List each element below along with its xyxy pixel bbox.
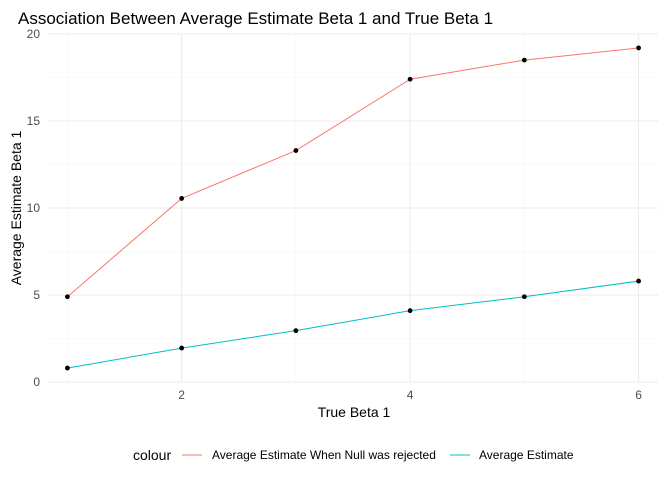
data-point-series-2 <box>407 308 413 314</box>
x-tick-label: 6 <box>635 388 642 402</box>
data-point-series-1 <box>636 45 641 51</box>
legend-title: colour <box>133 447 171 463</box>
x-axis-title: True Beta 1 <box>318 404 391 420</box>
data-point-series-2 <box>179 345 185 351</box>
series-lines <box>67 47 639 369</box>
x-tick-label: 2 <box>178 388 185 402</box>
y-axis-ticks: 0 5 10 15 20 <box>27 27 41 389</box>
grid <box>48 33 658 383</box>
series-line-1 <box>67 47 639 298</box>
legend-items: Average Estimate When Null was rejected A… <box>182 448 574 462</box>
data-point-series-2 <box>293 328 299 334</box>
data-point-series-1 <box>65 294 70 300</box>
data-point-series-2 <box>521 294 527 300</box>
series-line-2 <box>67 280 639 369</box>
data-point-series-1 <box>179 196 185 201</box>
data-point-series-2 <box>65 365 70 371</box>
data-point-series-1 <box>521 57 527 63</box>
y-axis-title: Average Estimate Beta 1 <box>8 130 24 285</box>
legend-label-2: Average Estimate <box>479 448 574 462</box>
legend-label-1: Average Estimate When Null was rejected <box>212 448 436 462</box>
data-point-series-1 <box>293 148 299 153</box>
y-tick-label: 5 <box>33 288 40 302</box>
data-point-series-1 <box>407 76 413 82</box>
data-points <box>65 45 641 371</box>
legend: colour Average Estimate When Null was re… <box>133 447 574 463</box>
y-tick-label: 15 <box>27 114 41 128</box>
y-tick-label: 20 <box>27 27 41 41</box>
data-point-series-2 <box>636 278 641 284</box>
x-axis-ticks: 2 4 6 <box>178 388 642 402</box>
x-tick-label: 4 <box>407 388 414 402</box>
chart-title: Association Between Average Estimate Bet… <box>18 9 493 28</box>
y-tick-label: 10 <box>27 201 41 215</box>
y-tick-label: 0 <box>33 375 40 389</box>
